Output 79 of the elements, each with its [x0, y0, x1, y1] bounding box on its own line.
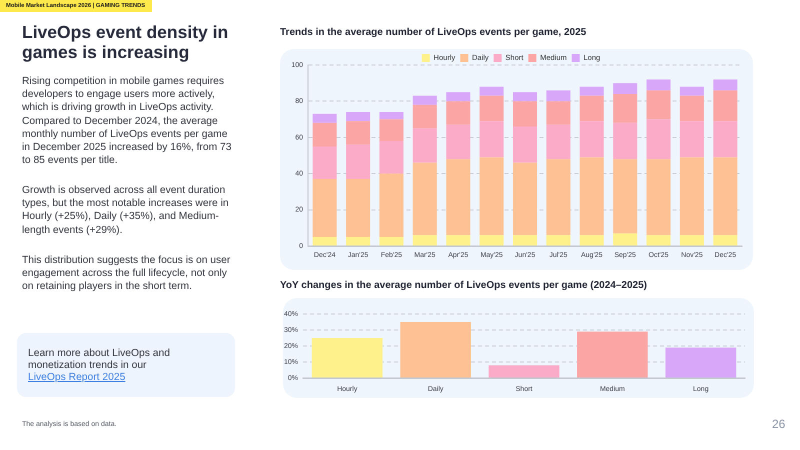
bar — [546, 124, 570, 160]
bar — [680, 86, 704, 96]
bar — [713, 157, 738, 236]
bar — [580, 157, 604, 236]
chart-title: Trends in the average number of LiveOps events per game, 2025 — [280, 27, 586, 38]
text: LiveOps event density in games is increasing — [22, 22, 230, 62]
bar — [680, 96, 704, 122]
bar — [646, 119, 671, 160]
bar — [613, 83, 638, 94]
chart-title: YoY changes in the average number of LiveOps events per game (2024–2025) — [280, 280, 648, 291]
bar — [446, 235, 470, 246]
bar — [546, 159, 570, 236]
bar — [346, 112, 370, 122]
bar — [613, 159, 638, 234]
bar — [446, 92, 470, 102]
bar — [379, 141, 404, 174]
bar — [412, 96, 437, 105]
bar — [512, 126, 538, 163]
bar — [713, 79, 738, 90]
text: Growth is observed across all event duration types, but the most notable increases were in Hourly (+25%), Daily (+35%), and Medium-length events (+29%). — [22, 184, 230, 237]
bar — [546, 90, 570, 102]
bar — [346, 144, 370, 180]
text: Rising competition in mobile games requires developers to engage users more actively, which is driving growth in LiveOps activity. Compared to December 2024, the average monthly number of LiveOps events per game in December 2025 increased by 16%, from 73 to 85 events per title. — [22, 75, 232, 168]
bar — [379, 174, 404, 237]
bar — [713, 90, 738, 122]
bar — [379, 112, 404, 120]
bar — [379, 236, 404, 246]
bar — [446, 159, 470, 236]
bar — [480, 86, 504, 96]
bar — [312, 236, 337, 246]
bar — [646, 90, 671, 120]
bar — [312, 122, 337, 146]
text: 26 — [772, 417, 786, 431]
bar — [512, 101, 538, 127]
bar — [346, 236, 370, 246]
bar — [446, 124, 470, 160]
bar — [580, 235, 604, 246]
bar — [312, 338, 383, 378]
bar — [312, 179, 337, 237]
bar — [512, 235, 538, 246]
bar — [312, 146, 337, 180]
bar — [680, 235, 704, 246]
bar — [713, 235, 738, 246]
bar — [512, 162, 538, 236]
bar — [412, 104, 437, 128]
bar — [412, 128, 437, 163]
bar — [400, 322, 471, 378]
bar — [480, 121, 504, 158]
bar — [646, 235, 671, 246]
bar — [577, 332, 648, 378]
bar — [446, 101, 470, 125]
bar — [312, 114, 337, 123]
bar — [613, 94, 638, 123]
bar — [346, 121, 370, 145]
bar — [512, 92, 538, 102]
bar — [613, 122, 638, 160]
text: Learn more about LiveOps and monetization trends in our — [28, 348, 171, 372]
bar — [580, 86, 604, 96]
bar — [480, 157, 504, 236]
bar — [613, 233, 638, 246]
bar — [379, 119, 404, 142]
bar — [412, 162, 437, 236]
text: LiveOps Report 2025 — [28, 372, 126, 384]
bar — [646, 159, 671, 236]
bar — [412, 235, 437, 246]
bar — [646, 79, 671, 90]
bar — [546, 101, 570, 125]
bar — [480, 235, 504, 246]
bar — [713, 121, 738, 158]
bar — [480, 96, 504, 122]
bar — [346, 179, 370, 237]
text: This distribution suggests the focus is on user engagement across the full lifecycle, not only on retaining players in the short term. — [22, 254, 232, 294]
bar — [680, 121, 704, 158]
bar — [680, 157, 704, 236]
bar — [488, 365, 560, 378]
bar — [580, 121, 604, 158]
bar — [665, 348, 736, 378]
bar — [546, 235, 570, 246]
bar — [580, 96, 604, 122]
